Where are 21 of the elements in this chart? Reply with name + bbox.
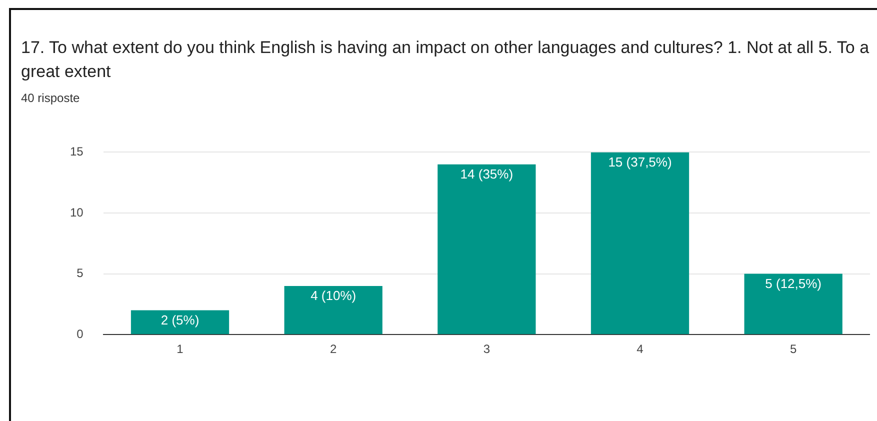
bar (130, 310, 230, 334)
y-tick-label: 5 (76, 266, 84, 280)
y-tick-label: 0 (76, 326, 84, 341)
x-tick-label: 5 (790, 342, 797, 356)
x-tick-label: 2 (330, 342, 337, 356)
x-tick-label: 3 (483, 342, 490, 356)
bar (744, 274, 842, 334)
bar (590, 152, 690, 334)
chart-subtitle: 40 risposte (21, 91, 80, 105)
chart-title: 17. To what extent do you think English is having an impact on other languages and cultures? 1. Not at all 5. To a great extent (21, 37, 870, 83)
x-tick-label: 4 (636, 342, 644, 356)
bar (438, 164, 536, 334)
data-label: 15 (37,5%) (608, 154, 672, 170)
x-tick-label: 1 (176, 342, 184, 356)
y-tick-label: 15 (70, 144, 84, 159)
data-label: 2 (5%) (160, 312, 200, 328)
data-label: 14 (35%) (460, 166, 514, 182)
y-tick-label: 10 (70, 205, 84, 220)
data-label: 5 (12,5%) (765, 276, 822, 291)
data-label: 4 (10%) (310, 288, 356, 304)
bar (284, 286, 382, 334)
